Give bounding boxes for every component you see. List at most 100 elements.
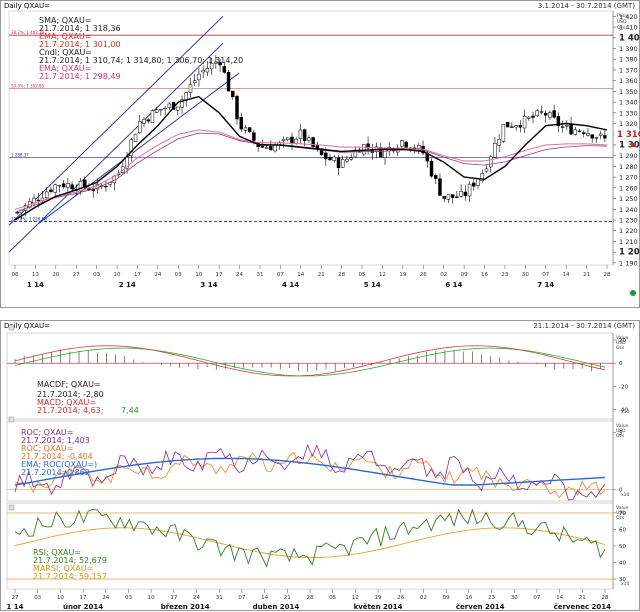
roc2-line <box>14 451 606 499</box>
y-tick-label: 1 350 <box>619 88 638 96</box>
candle <box>209 57 214 75</box>
fib-label: 38.2%; 1 402.39 <box>11 30 45 35</box>
legend-text: 21.7.2014; 1 301,00 <box>39 40 121 49</box>
x-tick-label: 03 <box>93 272 100 278</box>
candle <box>514 124 518 131</box>
candle <box>556 112 561 132</box>
candle <box>446 194 451 204</box>
price-chart-header: Daily QXAU= 3.1.2014 - 30.7.2014 (GMT) <box>1 1 639 11</box>
candle <box>163 105 167 116</box>
candle <box>197 68 201 87</box>
unit-label: USD <box>617 19 627 25</box>
month-label: únor 2014 <box>63 603 103 611</box>
roc-line <box>14 443 606 501</box>
month-label: 1 14 <box>6 603 23 611</box>
candle <box>231 90 235 100</box>
candle <box>247 126 252 133</box>
x-tick-label: 12 <box>379 272 386 278</box>
x-tick-label: 30 <box>522 272 529 278</box>
candle <box>159 108 163 116</box>
candle <box>497 133 501 152</box>
y-tick-label: 1 240 <box>619 206 638 214</box>
candle <box>400 139 404 149</box>
y-tick-label: 20 <box>619 338 626 344</box>
month-label: duben 2014 <box>253 603 300 611</box>
legend-text: SMA; QXAU= <box>39 16 92 25</box>
x-tick-label: 09 <box>443 595 450 601</box>
x-tick-label: 14 <box>297 272 304 278</box>
month-label: 1 14 <box>27 281 44 289</box>
candle <box>311 136 315 150</box>
x-tick-label: 13 <box>32 272 39 278</box>
roc-legend: 21.7.2014; 1,403 <box>21 436 90 445</box>
indicator-chart[interactable]: 27 03 10 17 24 03 10 17 24 31 07 14 21 28 05 12 19 26 02 09… <box>1 321 640 612</box>
y-tick-label: 1 210 <box>619 238 638 246</box>
candle <box>180 95 184 115</box>
candle <box>518 120 523 133</box>
candle <box>290 132 294 151</box>
x-tick-label: 27 <box>73 272 80 278</box>
unit-label: Ozs <box>616 433 625 439</box>
candle <box>222 61 227 74</box>
unit-label: Ozs <box>616 515 625 521</box>
rsi-line <box>14 508 606 568</box>
unit-label: Ozs <box>617 25 626 31</box>
candle <box>603 128 607 143</box>
macd-histogram <box>14 349 601 372</box>
x-tick-label: 30 <box>511 595 518 601</box>
roc-legend: 21.7.2014; -0,404 <box>21 452 93 461</box>
x-tick-label: 14 <box>261 595 268 601</box>
x-tick-label: 28 <box>307 595 314 601</box>
pane-toggle-icon[interactable] <box>8 416 15 423</box>
x-tick-label: 20 <box>52 272 59 278</box>
pane-toggle-icon[interactable] <box>8 324 15 331</box>
candle <box>349 153 353 161</box>
x-tick-label: 10 <box>148 595 155 601</box>
ema-line <box>14 129 608 210</box>
candle <box>548 110 552 120</box>
candle <box>560 120 565 133</box>
x-tick-label: 28 <box>602 595 609 601</box>
candle <box>586 128 590 137</box>
candle <box>379 142 383 158</box>
candle <box>505 121 510 128</box>
y-tick-label: 1 290 <box>619 152 638 160</box>
candle <box>598 130 603 140</box>
candle <box>302 128 307 146</box>
candle <box>49 186 53 194</box>
y-tick-label: 0 <box>619 488 623 494</box>
candle <box>298 124 303 144</box>
candle <box>154 106 159 114</box>
x-tick-label: 02 <box>420 595 427 601</box>
scale-label: x10 <box>621 581 630 587</box>
indicator-chart-date-range: 21.1.2014 - 30.7.2014 (GMT) <box>533 322 635 330</box>
x-tick-label: 07 <box>238 595 245 601</box>
candle <box>286 137 290 142</box>
candle <box>336 155 341 176</box>
candle <box>467 181 472 202</box>
unit-label: USD <box>616 510 626 516</box>
macd-legend: MACDF; QXAU= <box>37 380 101 389</box>
x-tick-label: 02 <box>440 272 447 278</box>
fib-label: 100.0%; 1 228.50 <box>11 217 47 222</box>
last-price-label: 1 310 <box>617 130 640 140</box>
nav-dot-icon[interactable] <box>630 290 636 296</box>
candle <box>535 108 539 118</box>
y-tick-label: 1 420 <box>619 13 638 21</box>
candle <box>421 140 425 156</box>
x-tick-label: 14 <box>556 595 563 601</box>
candle <box>480 169 484 183</box>
plot-area <box>8 10 614 266</box>
candle <box>167 101 172 111</box>
unit-label: Ozs <box>616 345 625 351</box>
pane-toggle-icon[interactable] <box>8 504 15 511</box>
rsi-legend: RSI; QXAU= <box>33 548 81 557</box>
macd-signal2-line <box>14 347 606 377</box>
candle <box>61 180 66 189</box>
candle <box>273 142 277 153</box>
x-tick-label: 26 <box>420 272 427 278</box>
trend-channel-line <box>38 72 240 224</box>
y-tick-label: 70 <box>619 511 626 517</box>
month-label: květen 2014 <box>354 603 403 611</box>
